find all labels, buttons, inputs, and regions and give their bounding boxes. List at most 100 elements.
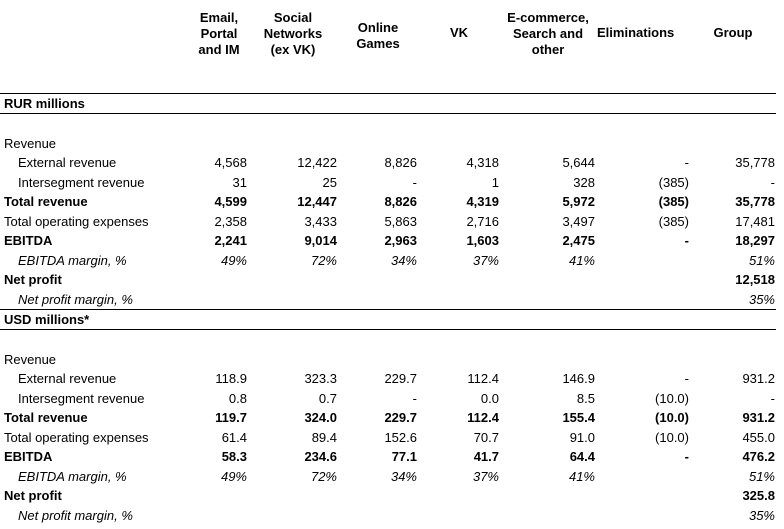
- value-cell: 35%: [748, 507, 775, 523]
- row-label: Revenue: [4, 135, 57, 151]
- value-cell: 77.1: [391, 449, 417, 464]
- column-header-social: Social Networks (ex VK): [248, 0, 338, 94]
- value-cell: 31: [232, 174, 247, 190]
- value-cell: 5,863: [384, 213, 417, 229]
- value-cell: 146.9: [562, 371, 595, 386]
- table-row: Intersegment revenue 31 25 - 1 328 (385) -: [0, 173, 776, 193]
- value-cell: 8,826: [384, 194, 417, 209]
- revenue-label-row: Revenue: [0, 350, 776, 370]
- value-cell: (385): [658, 174, 689, 190]
- value-cell: [500, 270, 596, 290]
- row-label: External revenue: [18, 155, 117, 170]
- row-label: Total revenue: [4, 410, 88, 425]
- row-label: EBITDA margin, %: [18, 468, 127, 484]
- table-row: Net profit margin, % 35%: [0, 290, 776, 310]
- value-cell: 64.4: [569, 449, 595, 464]
- header-row: Email, Portal and IM Social Networks (ex…: [0, 0, 776, 94]
- value-cell: 37%: [472, 252, 499, 268]
- value-cell: 34%: [390, 468, 417, 484]
- value-cell: [338, 486, 418, 506]
- table-row: Total operating expenses 61.4 89.4 152.6 70.…: [0, 428, 776, 448]
- value-cell: 37%: [472, 468, 499, 484]
- column-header-online-games: Online Games: [338, 0, 418, 94]
- column-header-text: Online Games: [356, 20, 400, 51]
- value-cell: 931.2: [742, 371, 775, 386]
- column-header-text: Social Networks (ex VK): [263, 10, 323, 57]
- value-cell: -: [412, 174, 417, 190]
- value-cell: 324.0: [304, 410, 337, 425]
- value-cell: [190, 506, 248, 526]
- value-cell: 229.7: [384, 371, 417, 386]
- value-cell: 8,826: [384, 155, 417, 170]
- column-header-group: Group: [690, 0, 776, 94]
- value-cell: 1,603: [466, 233, 499, 248]
- value-cell: -: [684, 371, 689, 386]
- section-header-row: RUR millions: [0, 93, 776, 114]
- value-cell: 3,497: [562, 213, 595, 229]
- value-cell: 5,972: [562, 194, 595, 209]
- value-cell: [248, 290, 338, 310]
- value-cell: (10.0): [655, 390, 689, 406]
- table-row: External revenue 4,568 12,422 8,826 4,318 5,6…: [0, 153, 776, 173]
- value-cell: 70.7: [473, 429, 499, 445]
- row-label: Net profit margin, %: [18, 291, 133, 307]
- value-cell: 61.4: [221, 429, 247, 445]
- section-title: RUR millions: [0, 93, 776, 114]
- value-cell: 51%: [748, 252, 775, 268]
- row-label: Intersegment revenue: [18, 390, 145, 406]
- value-cell: [596, 486, 690, 506]
- section-title: USD millions*: [0, 309, 776, 330]
- value-cell: 41.7: [473, 449, 499, 464]
- column-header-text: Email, Portal and IM: [198, 10, 240, 57]
- value-cell: 72%: [310, 252, 337, 268]
- value-cell: 119.7: [215, 410, 247, 425]
- table-row: EBITDA 2,241 9,014 2,963 1,603 2,475 - 18,297: [0, 231, 776, 251]
- value-cell: 41%: [568, 252, 595, 268]
- value-cell: 49%: [220, 252, 247, 268]
- value-cell: 18,297: [735, 233, 775, 248]
- value-cell: [418, 270, 500, 290]
- value-cell: 2,475: [562, 233, 595, 248]
- value-cell: 12,518: [735, 272, 775, 287]
- value-cell: -: [684, 449, 689, 464]
- value-cell: 931.2: [742, 410, 775, 425]
- table-row: Total revenue 119.7 324.0 229.7 112.4 155.4 (1…: [0, 408, 776, 428]
- value-cell: 476.2: [742, 449, 775, 464]
- spacer-cell: [0, 114, 776, 134]
- row-label: EBITDA: [4, 233, 53, 248]
- row-label: Intersegment revenue: [18, 174, 145, 190]
- column-header-vk: VK: [418, 0, 500, 94]
- value-cell: [418, 290, 500, 310]
- value-cell: 328: [573, 174, 595, 190]
- value-cell: [596, 270, 690, 290]
- row-label: EBITDA: [4, 449, 53, 464]
- row-label: Net profit: [4, 272, 62, 287]
- table-row: EBITDA margin, % 49% 72% 34% 37% 41% 51%: [0, 467, 776, 487]
- value-cell: [338, 290, 418, 310]
- value-cell: [596, 290, 690, 310]
- value-cell: 2,963: [384, 233, 417, 248]
- value-cell: [248, 486, 338, 506]
- value-cell: 34%: [390, 252, 417, 268]
- revenue-label-row: Revenue: [0, 134, 776, 154]
- column-header-text: E-commerce, Search and other: [507, 10, 589, 57]
- value-cell: 112.4: [467, 371, 499, 386]
- row-label: Total operating expenses: [4, 429, 149, 445]
- value-cell: 35,778: [735, 194, 775, 209]
- value-cell: 25: [322, 174, 337, 190]
- header-label-cell: [0, 0, 190, 94]
- table-row: External revenue 118.9 323.3 229.7 112.4 146.…: [0, 369, 776, 389]
- value-cell: 35,778: [735, 155, 775, 170]
- column-header-text: Group: [713, 25, 753, 40]
- value-cell: [418, 486, 500, 506]
- value-cell: 0.8: [228, 390, 247, 406]
- value-cell: 91.0: [569, 429, 595, 445]
- value-cell: 325.8: [742, 488, 775, 503]
- value-cell: (385): [658, 194, 689, 209]
- value-cell: 1: [491, 174, 499, 190]
- value-cell: 155.4: [562, 410, 595, 425]
- spacer-row: [0, 114, 776, 134]
- column-header-text: Eliminations: [597, 25, 675, 40]
